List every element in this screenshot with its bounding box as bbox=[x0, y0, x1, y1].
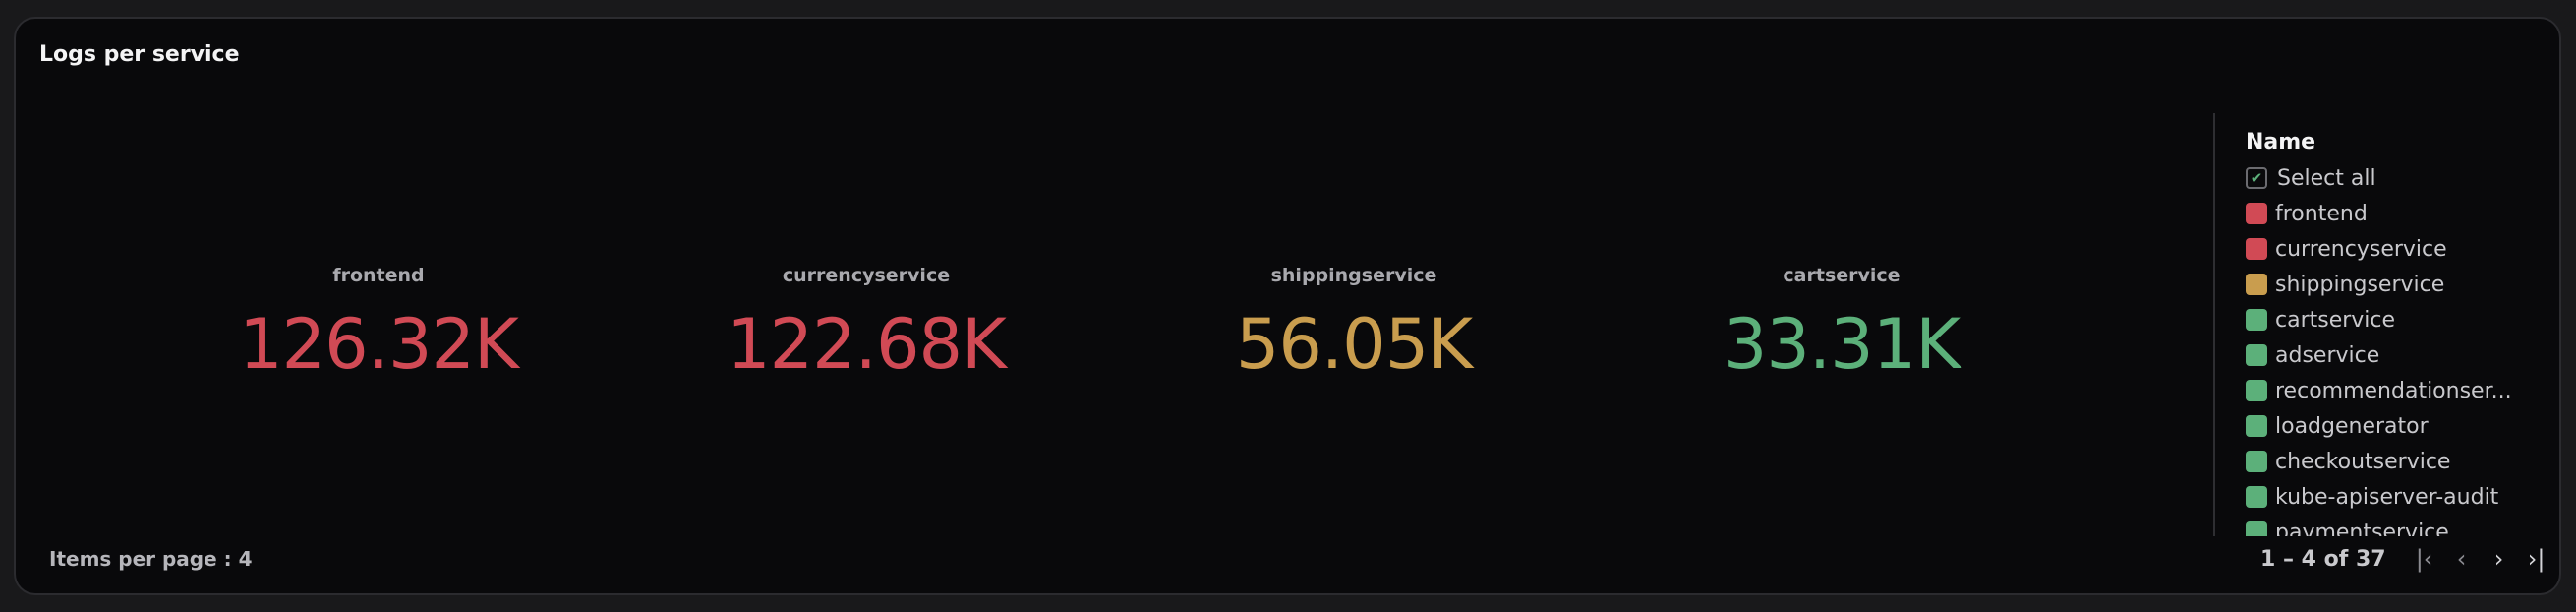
color-swatch-icon bbox=[2246, 486, 2267, 508]
color-swatch-icon bbox=[2246, 309, 2267, 331]
value-card: currencyservice 122.68K bbox=[622, 265, 1110, 385]
legend-item[interactable]: loadgenerator bbox=[2246, 408, 2541, 444]
next-page-icon[interactable]: › bbox=[2493, 545, 2504, 573]
legend-item[interactable]: adservice bbox=[2246, 337, 2541, 373]
color-swatch-icon bbox=[2246, 521, 2267, 536]
legend-divider bbox=[2213, 113, 2215, 536]
legend-item-label: paymentservice bbox=[2275, 520, 2449, 537]
color-swatch-icon bbox=[2246, 274, 2267, 295]
pagination: 1 – 4 of 37 |‹ ‹ › ›| bbox=[2260, 545, 2555, 573]
color-swatch-icon bbox=[2246, 451, 2267, 472]
legend-item-label: loadgenerator bbox=[2275, 413, 2429, 439]
value-label: frontend bbox=[332, 265, 425, 286]
value-number: 56.05K bbox=[1235, 304, 1473, 385]
value-grid: frontend 126.32K currencyservice 122.68K shi… bbox=[135, 265, 2085, 385]
checkbox-checked-icon: ✔ bbox=[2246, 167, 2267, 189]
color-swatch-icon bbox=[2246, 380, 2267, 401]
legend-item-label: shippingservice bbox=[2275, 272, 2445, 297]
value-label: cartservice bbox=[1783, 265, 1901, 286]
value-number: 122.68K bbox=[727, 304, 1007, 385]
legend-item[interactable]: paymentservice bbox=[2246, 515, 2541, 536]
prev-page-icon[interactable]: ‹ bbox=[2456, 545, 2467, 573]
color-swatch-icon bbox=[2246, 203, 2267, 224]
items-per-page: Items per page : 4 bbox=[49, 547, 253, 571]
legend-item[interactable]: frontend bbox=[2246, 196, 2541, 231]
select-all-label: Select all bbox=[2277, 165, 2376, 191]
legend-item-label: kube-apiserver-audit bbox=[2275, 484, 2499, 510]
legend-header: Name bbox=[2246, 130, 2316, 154]
value-number: 126.32K bbox=[239, 304, 519, 385]
last-page-icon[interactable]: ›| bbox=[2527, 545, 2546, 573]
legend-item-label: currencyservice bbox=[2275, 236, 2447, 262]
value-label: currencyservice bbox=[782, 265, 951, 286]
value-card: shippingservice 56.05K bbox=[1110, 265, 1598, 385]
value-label: shippingservice bbox=[1270, 265, 1437, 286]
color-swatch-icon bbox=[2246, 344, 2267, 366]
select-all-checkbox[interactable]: ✔ Select all bbox=[2246, 160, 2541, 196]
legend-item-label: adservice bbox=[2275, 342, 2380, 368]
color-swatch-icon bbox=[2246, 238, 2267, 260]
legend-item[interactable]: recommendationser... bbox=[2246, 373, 2541, 408]
value-number: 33.31K bbox=[1723, 304, 1961, 385]
panel-title: Logs per service bbox=[39, 42, 240, 67]
legend-item-label: recommendationser... bbox=[2275, 378, 2512, 403]
legend-item-label: checkoutservice bbox=[2275, 449, 2451, 474]
legend-item[interactable]: checkoutservice bbox=[2246, 444, 2541, 479]
legend: Name ✔ Select all frontend currencyservic… bbox=[2246, 125, 2541, 536]
legend-item[interactable]: shippingservice bbox=[2246, 267, 2541, 302]
legend-item[interactable]: currencyservice bbox=[2246, 231, 2541, 267]
legend-item[interactable]: kube-apiserver-audit bbox=[2246, 479, 2541, 515]
first-page-icon[interactable]: |‹ bbox=[2415, 545, 2433, 573]
value-card: cartservice 33.31K bbox=[1598, 265, 2085, 385]
legend-item[interactable]: cartservice bbox=[2246, 302, 2541, 337]
color-swatch-icon bbox=[2246, 415, 2267, 437]
logs-per-service-panel: Logs per service frontend 126.32K currency… bbox=[14, 17, 2561, 595]
legend-item-label: cartservice bbox=[2275, 307, 2396, 333]
value-card: frontend 126.32K bbox=[135, 265, 622, 385]
page-range: 1 – 4 of 37 bbox=[2260, 546, 2386, 572]
legend-item-label: frontend bbox=[2275, 201, 2368, 226]
